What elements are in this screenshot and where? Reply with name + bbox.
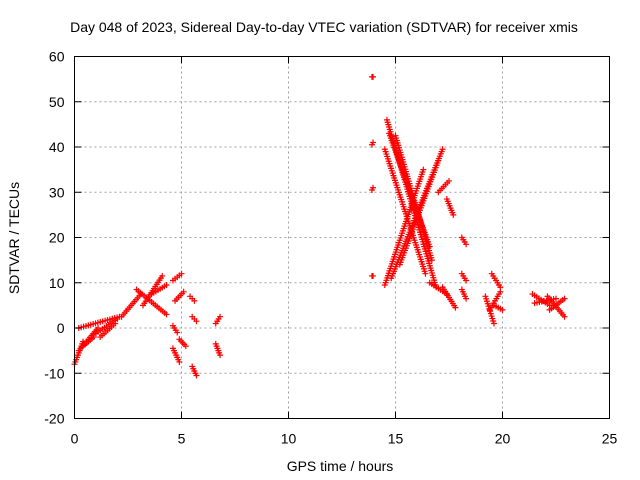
y-tick-label: 0 [57,320,65,336]
data-point [370,139,377,146]
x-tick-label: 25 [602,431,618,447]
x-tick-label: 20 [495,431,511,447]
data-point [422,270,429,277]
data-point [180,288,187,295]
data-point [435,157,442,164]
data-points [71,73,568,379]
data-point [561,313,568,320]
data-point [446,177,452,184]
y-tick-label: 40 [49,139,65,155]
y-tick-label: 60 [49,49,65,65]
chart-title: Day 048 of 2023, Sidereal Day-to-day VTE… [70,19,578,35]
x-tick-label: 10 [281,431,297,447]
data-point [428,257,435,264]
data-point [499,306,506,313]
data-point [182,343,189,350]
y-tick-label: 10 [49,275,65,291]
data-point [163,282,170,289]
data-point [193,318,200,325]
data-point [370,272,377,279]
data-point [114,315,121,322]
axis-ticks: 0 5 10 15 20 25 -20 -10 0 10 20 30 40 50 60 [44,49,617,447]
data-point [463,295,470,302]
data-point [163,311,170,318]
data-point [174,329,181,336]
data-point [420,166,427,173]
grid [74,56,610,419]
x-tick-label: 0 [71,431,79,447]
data-point [497,284,504,291]
data-point [217,352,224,359]
y-tick-label: 30 [49,184,65,200]
y-tick-label: 50 [49,94,65,110]
data-point [439,146,446,153]
data-point [159,272,166,279]
data-point [553,295,559,302]
data-point [176,358,183,365]
data-point [193,372,200,379]
data-point [178,270,185,277]
y-tick-label: -20 [44,411,64,427]
data-point [217,313,224,320]
y-axis-label: SDTVAR / TECUs [6,182,22,294]
data-point [561,295,568,302]
data-point [112,320,119,327]
data-point [450,211,457,218]
x-tick-label: 15 [388,431,404,447]
data-point [490,320,497,327]
data-point [370,73,377,80]
data-point [370,184,377,191]
data-point [463,241,470,248]
data-point [191,297,198,304]
data-point [452,304,459,311]
y-tick-label: -10 [44,365,64,381]
data-point [463,277,470,284]
x-tick-label: 5 [178,431,186,447]
y-tick-label: 20 [49,230,65,246]
x-axis-label: GPS time / hours [287,458,394,474]
